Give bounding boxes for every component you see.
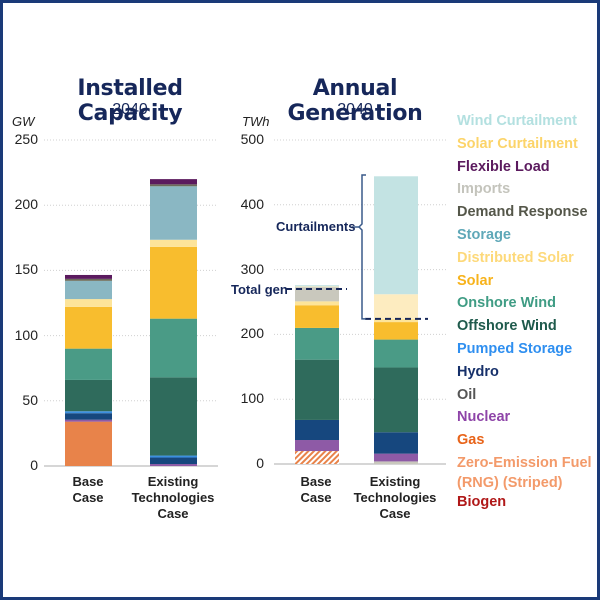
legend-item-storage: Storage — [457, 227, 511, 243]
bar-segment-hydro — [374, 432, 418, 454]
bar-segment-nuclear — [374, 453, 418, 462]
bar-segment-demand-response — [65, 278, 112, 281]
bar-segment-solar-curtailment — [295, 286, 339, 288]
legend-item-imports: Imports — [457, 181, 511, 198]
legend-item-zero-emission-fuel: Zero-Emission Fuel — [457, 455, 592, 471]
y-tick-label: 500 — [240, 131, 264, 147]
y-tick-label: 50 — [22, 391, 38, 408]
curtailments-annotation: Curtailments — [276, 219, 356, 234]
bar-segment-pumped-storage — [65, 411, 112, 414]
legend-item-oil: Oil — [457, 386, 477, 403]
bar-segment-onshore-wind — [65, 348, 112, 380]
legend-item-solar: Solar — [457, 272, 494, 289]
bar-segment-offshore-wind — [374, 367, 418, 433]
x-label-line: Case — [300, 490, 332, 505]
bar-segment-flexible-load — [65, 274, 112, 279]
bar-segment-wind-curtailment — [374, 176, 418, 295]
bar-segment-solar — [150, 246, 197, 319]
bar-segment-storage — [65, 280, 112, 300]
x-label-line: Technologies — [131, 490, 215, 505]
x-label-line: Existing — [369, 474, 421, 489]
x-category-label: Base Case — [266, 474, 366, 506]
bar-segment-distributed-solar — [295, 301, 339, 306]
curtailments-bracket — [357, 174, 366, 320]
bar-segment-offshore-wind — [65, 379, 112, 412]
legend-item-hydro: Hydro — [457, 363, 499, 380]
bar-segment-solar — [374, 322, 418, 340]
bar-segment-imports — [295, 287, 339, 302]
bar-segment-pumped-storage — [150, 455, 197, 458]
legend-item-nuclear: Nuclear — [457, 409, 511, 426]
legend-item-offshore-wind: Offshore Wind — [457, 318, 557, 335]
bar-segment-wind-curtailment — [295, 285, 339, 287]
generation-y-unit: TWh — [242, 114, 270, 129]
y-tick-label: 100 — [14, 326, 38, 343]
bar-segment-solar — [65, 306, 112, 349]
y-tick-label: 0 — [256, 455, 264, 471]
bar-segment-flexible-load — [150, 179, 197, 185]
y-tick-label: 250 — [14, 131, 38, 147]
capacity-chart-subtitle: 2040 — [112, 101, 148, 118]
bar-segment-zero-emission-fuel-rng-striped — [295, 451, 339, 464]
capacity-chart-title: Installed Capacity — [77, 76, 183, 126]
bar-segment-nuclear — [295, 440, 339, 452]
legend-item-pumped-storage: Pumped Storage — [457, 341, 573, 357]
bar-segment-demand-response — [150, 184, 197, 187]
legend-item-gas: Gas — [457, 432, 485, 449]
y-tick-label: 200 — [240, 325, 264, 342]
legend-item-demand-response: Demand Response — [457, 204, 588, 221]
generation-chart-subtitle: 2040 — [337, 101, 373, 118]
y-tick-label: 0 — [30, 457, 38, 473]
x-label-line: Case — [379, 506, 411, 521]
y-tick-label: 400 — [240, 195, 264, 212]
x-label-line: Base — [72, 474, 104, 489]
y-tick-label: 100 — [240, 390, 264, 407]
bar-segment-solar — [295, 305, 339, 328]
legend-item-onshore-wind: Onshore Wind — [457, 295, 556, 312]
bar-segment-imports-base — [374, 461, 418, 464]
legend-item-distributed-solar: Distributed Solar — [457, 249, 574, 266]
bar-segment-nuclear — [150, 464, 197, 466]
x-label-line: Case — [157, 506, 189, 521]
x-category-label: Base Case — [38, 474, 138, 506]
bar-segment-onshore-wind — [374, 339, 418, 368]
bar-segment-offshore-wind — [150, 377, 197, 456]
bar-segment-hydro — [150, 457, 197, 465]
x-category-label: Existing Technologies Case — [123, 474, 223, 522]
bar-segment-storage — [150, 186, 197, 240]
legend-item-rng-striped: (RNG) (Striped) — [457, 475, 563, 491]
legend-item-wind-curtailment: Wind Curtailment — [457, 113, 577, 129]
y-tick-label: 200 — [14, 196, 38, 213]
bar-segment-distributed-solar — [374, 318, 418, 323]
bar-segment-onshore-wind — [150, 318, 197, 378]
bar-segment-solar-curtailment — [374, 294, 418, 319]
legend-item-flexible-load: Flexible Load — [457, 158, 550, 175]
y-tick-label: 300 — [240, 260, 264, 277]
bar-segment-nuclear — [65, 419, 112, 422]
bar-segment-gas — [65, 421, 112, 466]
generation-chart-title: Annual Generation — [287, 76, 423, 126]
bar-segment-distributed-solar — [150, 239, 197, 247]
x-label-line: Case — [72, 490, 104, 505]
legend-item-solar-curtailment: Solar Curtailment — [457, 135, 578, 152]
y-tick-label: 150 — [14, 261, 38, 278]
x-category-label: Existing Technologies Case — [345, 474, 445, 522]
legend-item-biogen: Biogen — [457, 494, 507, 510]
bar-segment-hydro — [65, 413, 112, 420]
bar-segment-onshore-wind — [295, 327, 339, 360]
bar-segment-distributed-solar — [65, 299, 112, 307]
bar-segment-hydro — [295, 419, 339, 441]
x-label-line: Technologies — [353, 490, 437, 505]
bar-segment-offshore-wind — [295, 359, 339, 420]
x-label-line: Existing — [147, 474, 199, 489]
total-gen-annotation: Total gen — [231, 282, 288, 297]
x-label-line: Base — [300, 474, 332, 489]
capacity-y-unit: GW — [12, 114, 35, 129]
